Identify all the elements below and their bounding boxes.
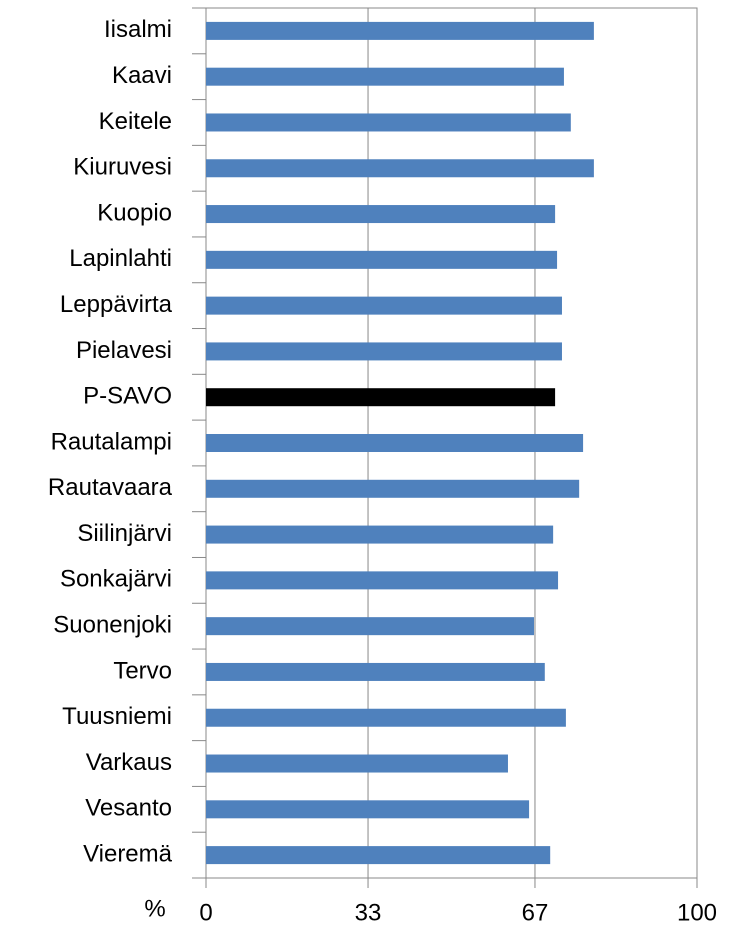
y-tick-label: Keitele xyxy=(99,108,172,135)
bar xyxy=(206,113,571,132)
bar xyxy=(206,571,559,590)
bar xyxy=(206,662,545,681)
y-tick-label: Kuopio xyxy=(97,199,172,226)
x-tick-label: 100 xyxy=(677,899,717,926)
x-axis-label: % xyxy=(144,895,165,922)
bar xyxy=(206,525,554,544)
bar xyxy=(206,296,562,315)
bar xyxy=(206,708,566,727)
bar xyxy=(206,342,562,361)
y-tick-label: Leppävirta xyxy=(60,291,173,318)
bar xyxy=(206,205,556,224)
bar xyxy=(206,846,551,865)
bar xyxy=(206,250,558,269)
y-tick-label: Pielavesi xyxy=(76,337,172,364)
bar xyxy=(206,617,534,636)
y-tick-label: Vieremä xyxy=(83,840,173,867)
bar xyxy=(206,21,594,40)
x-tick-label: 67 xyxy=(522,899,549,926)
y-tick-label: Sonkajärvi xyxy=(60,566,172,593)
y-tick-label: Rautavaara xyxy=(48,474,173,501)
bar xyxy=(206,800,530,819)
y-tick-label: Vesanto xyxy=(85,795,172,822)
y-tick-label: Lapinlahti xyxy=(69,245,172,272)
y-tick-label: Suonenjoki xyxy=(53,612,172,639)
y-tick-label: P-SAVO xyxy=(83,383,172,410)
x-tick-label: 0 xyxy=(199,899,212,926)
bar xyxy=(206,479,580,498)
y-tick-label: Siilinjärvi xyxy=(77,520,172,547)
x-tick-label: 33 xyxy=(355,899,382,926)
y-tick-label: Kiuruvesi xyxy=(73,154,172,181)
y-tick-label: Rautalampi xyxy=(51,428,172,455)
bar xyxy=(206,67,564,86)
bar xyxy=(206,159,594,178)
bar xyxy=(206,388,556,407)
y-tick-label: Varkaus xyxy=(86,749,172,776)
y-tick-label: Tuusniemi xyxy=(62,703,172,730)
bar xyxy=(206,754,508,773)
bar xyxy=(206,434,584,452)
y-tick-label: Tervo xyxy=(113,657,172,684)
y-tick-label: Iisalmi xyxy=(104,16,172,43)
y-tick-label: Kaavi xyxy=(112,62,172,89)
